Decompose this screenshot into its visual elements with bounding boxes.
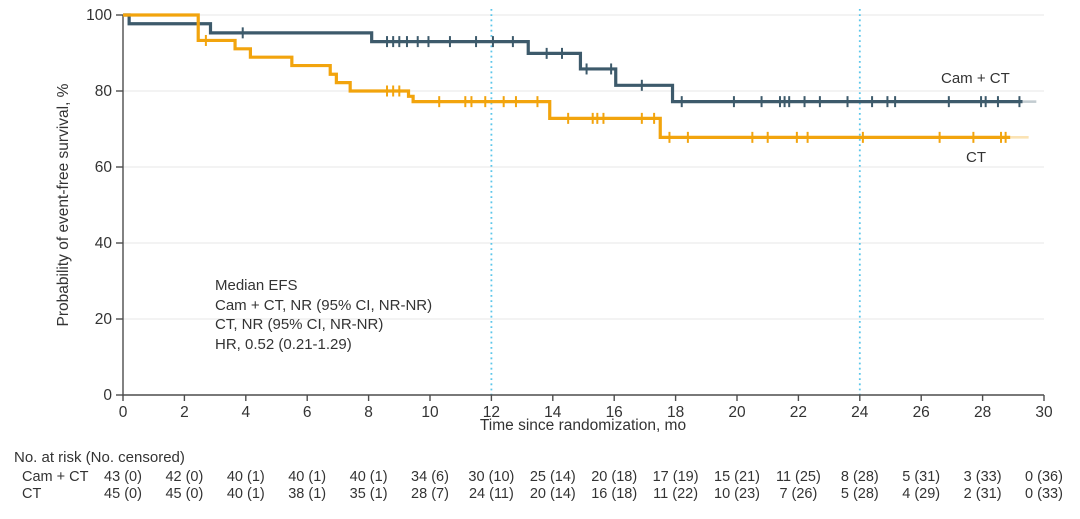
median-efs-annotation: Median EFS Cam + CT, NR (95% CI, NR-NR) …: [215, 276, 432, 354]
risk-value: 40 (1): [226, 469, 265, 485]
risk-value: 40 (1): [288, 469, 327, 485]
svg-text:100: 100: [86, 7, 112, 24]
svg-text:28: 28: [974, 404, 991, 421]
risk-value: 30 (10): [468, 469, 515, 485]
annotation-line-camct: Cam + CT, NR (95% CI, NR-NR): [215, 296, 433, 314]
risk-value: 10 (23): [714, 486, 760, 502]
x-axis-title: Time since randomization, mo: [479, 417, 687, 434]
risk-value: 11 (25): [775, 469, 821, 485]
svg-text:20: 20: [728, 404, 746, 421]
risk-value: 8 (28): [840, 469, 879, 485]
svg-text:26: 26: [913, 404, 930, 421]
risk-value: 5 (31): [902, 469, 941, 485]
annotation-line-median-efs: Median EFS: [215, 277, 298, 294]
svg-text:22: 22: [790, 404, 807, 421]
risk-value: 24 (11): [468, 486, 514, 502]
risk-value: 15 (21): [714, 469, 760, 485]
risk-value: 45 (0): [104, 486, 142, 502]
svg-text:24: 24: [851, 404, 869, 421]
svg-text:2: 2: [180, 404, 189, 421]
svg-text:0: 0: [103, 387, 112, 404]
risk-value: 16 (18): [591, 486, 638, 502]
y-axis-title: Probability of event-free survival, %: [55, 83, 72, 327]
svg-text:30: 30: [1035, 404, 1053, 421]
risk-value: 3 (33): [963, 469, 1002, 485]
risk-value: 0 (36): [1025, 469, 1063, 485]
risk-value: 2 (31): [963, 486, 1002, 502]
series-label-ct: CT: [966, 149, 986, 166]
risk-value: 45 (0): [165, 486, 204, 502]
risk-value: 4 (29): [902, 486, 941, 502]
risk-value: 20 (18): [591, 469, 638, 485]
svg-text:4: 4: [241, 404, 250, 421]
risk-value: 25 (14): [529, 469, 576, 485]
annotation-line-ct: CT, NR (95% CI, NR-NR): [215, 316, 384, 333]
svg-text:6: 6: [303, 404, 312, 421]
svg-text:12: 12: [483, 404, 500, 421]
svg-text:40: 40: [95, 235, 113, 252]
svg-text:8: 8: [364, 404, 373, 421]
svg-text:60: 60: [95, 159, 113, 176]
risk-value: 20 (14): [529, 486, 576, 502]
series-label-cam-ct: Cam + CT: [941, 70, 1010, 87]
risk-value: 28 (7): [411, 486, 449, 502]
risk-table-row-ct: CT 45 (0) 45 (0) 40 (1) 38 (1) 35 (1) 28 (7) 2…: [0, 486, 1080, 502]
svg-text:14: 14: [544, 404, 562, 421]
risk-value: 34 (6): [411, 469, 449, 485]
risk-value: 43 (0): [104, 469, 142, 485]
risk-row-label: Cam + CT: [22, 469, 89, 485]
risk-value: 11 (22): [653, 486, 699, 502]
risk-value: 0 (33): [1025, 486, 1063, 502]
svg-text:10: 10: [421, 404, 439, 421]
svg-text:20: 20: [95, 311, 113, 328]
svg-text:80: 80: [95, 83, 113, 100]
risk-row-label: CT: [22, 486, 42, 502]
risk-value: 5 (28): [840, 486, 879, 502]
svg-text:16: 16: [606, 404, 623, 421]
risk-value: 40 (1): [349, 469, 388, 485]
svg-text:0: 0: [119, 404, 128, 421]
risk-value: 42 (0): [165, 469, 204, 485]
risk-value: 17 (19): [652, 469, 699, 485]
risk-table-row-cam-ct: Cam + CT 43 (0) 42 (0) 40 (1) 40 (1) 40 (1) 3…: [0, 469, 1080, 485]
risk-value: 7 (26): [779, 486, 818, 502]
annotation-line-hr: HR, 0.52 (0.21-1.29): [215, 335, 352, 353]
risk-value: 35 (1): [349, 486, 388, 502]
risk-value: 40 (1): [226, 486, 265, 502]
risk-table-header: No. at risk (No. censored): [14, 449, 185, 466]
svg-text:18: 18: [667, 404, 684, 421]
risk-value: 38 (1): [288, 486, 327, 502]
